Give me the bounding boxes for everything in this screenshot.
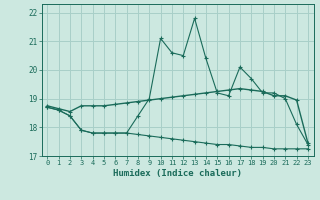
X-axis label: Humidex (Indice chaleur): Humidex (Indice chaleur) [113, 169, 242, 178]
